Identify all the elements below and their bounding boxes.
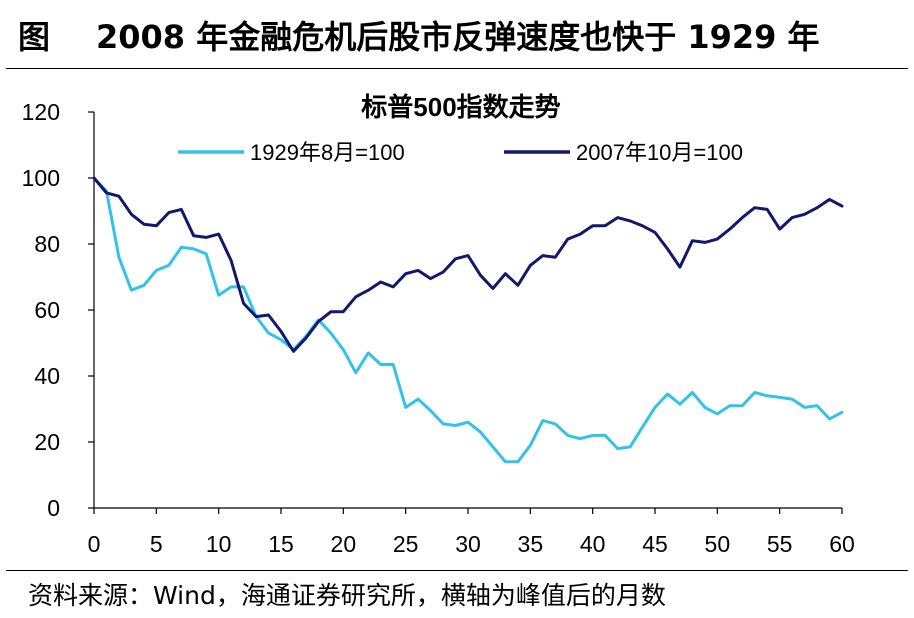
legend-label: 2007年10月=100 — [576, 140, 743, 165]
x-tick-label: 45 — [642, 531, 668, 557]
line-chart: 0 20 40 60 80 100 120 0 5 10 15 20 25 30 35 40 45 50 55 60… — [22, 92, 855, 557]
chart-title: 标普500指数走势 — [361, 92, 560, 122]
footer-divider — [6, 570, 908, 571]
x-tick-label: 10 — [206, 531, 232, 557]
x-axis: 0 5 10 15 20 25 30 35 40 45 50 55 60 — [88, 508, 855, 557]
x-tick-label: 20 — [331, 531, 357, 557]
series-1929-line — [92, 176, 844, 464]
y-tick-label: 40 — [34, 363, 60, 389]
legend-label: 1929年8月=100 — [250, 140, 405, 165]
figure-title: 2008 年金融危机后股市反弹速度也快于 1929 年 — [96, 18, 820, 56]
y-tick-label: 80 — [34, 231, 60, 257]
x-tick-label: 5 — [150, 531, 163, 557]
x-tick-label: 25 — [393, 531, 419, 557]
x-tick-label: 50 — [705, 531, 731, 557]
y-tick-label: 100 — [22, 165, 60, 191]
x-tick-label: 60 — [829, 531, 855, 557]
y-tick-label: 0 — [47, 495, 60, 521]
x-tick-label: 55 — [767, 531, 793, 557]
x-tick-label: 40 — [580, 531, 606, 557]
header-divider — [6, 68, 908, 69]
y-axis: 0 20 40 60 80 100 120 — [22, 99, 94, 521]
figure-header: 图 2008 年金融危机后股市反弹速度也快于 1929 年 — [0, 0, 914, 68]
legend: 1929年8月=100 2007年10月=100 — [178, 140, 743, 165]
series-2007-line — [92, 176, 844, 353]
x-tick-label: 15 — [268, 531, 294, 557]
y-tick-label: 20 — [34, 429, 60, 455]
x-tick-label: 30 — [455, 531, 481, 557]
y-tick-label: 120 — [22, 99, 60, 125]
source-note: 资料来源：Wind，海通证券研究所，横轴为峰值后的月数 — [28, 581, 666, 610]
x-tick-label: 35 — [518, 531, 544, 557]
series-group — [92, 176, 844, 464]
figure-label: 图 — [18, 18, 51, 56]
x-tick-label: 0 — [88, 531, 101, 557]
y-tick-label: 60 — [34, 297, 60, 323]
